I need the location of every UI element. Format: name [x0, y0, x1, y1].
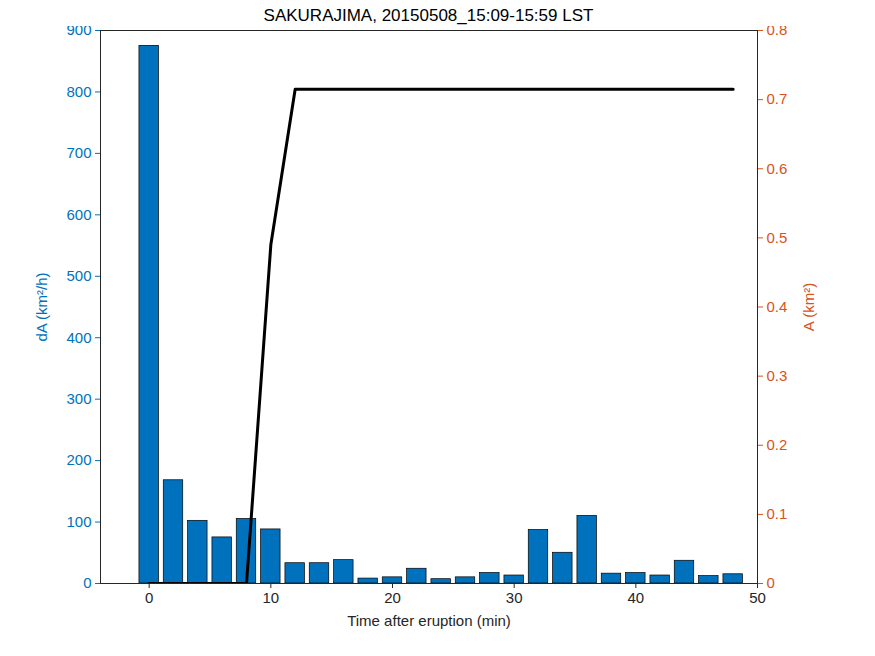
svg-text:0: 0 [145, 589, 153, 606]
svg-text:20: 20 [384, 589, 401, 606]
svg-text:700: 700 [66, 144, 91, 161]
svg-text:0.2: 0.2 [767, 436, 788, 453]
svg-text:Time after eruption (min): Time after eruption (min) [347, 612, 511, 629]
svg-text:0.5: 0.5 [767, 229, 788, 246]
svg-text:300: 300 [66, 390, 91, 407]
svg-text:0: 0 [83, 574, 91, 591]
svg-text:0.1: 0.1 [767, 505, 788, 522]
svg-text:500: 500 [66, 267, 91, 284]
svg-text:50: 50 [749, 589, 766, 606]
svg-text:400: 400 [66, 329, 91, 346]
svg-text:dA (km²/h): dA (km²/h) [33, 272, 50, 341]
svg-text:0: 0 [767, 574, 775, 591]
svg-text:900: 900 [66, 26, 91, 38]
svg-text:0.6: 0.6 [767, 160, 788, 177]
svg-text:30: 30 [506, 589, 523, 606]
svg-text:40: 40 [627, 589, 644, 606]
svg-text:0.3: 0.3 [767, 367, 788, 384]
svg-text:800: 800 [66, 83, 91, 100]
svg-text:0.8: 0.8 [767, 26, 788, 38]
svg-text:10: 10 [262, 589, 279, 606]
svg-text:600: 600 [66, 206, 91, 223]
svg-text:200: 200 [66, 451, 91, 468]
svg-text:0.7: 0.7 [767, 90, 788, 107]
svg-text:A (km²): A (km²) [800, 283, 817, 331]
html-text:SAKURAJIMA, 20150508_15:09-15:: SAKURAJIMA, 20150508_15:09-15:59 LST [263, 6, 594, 25]
svg-text:100: 100 [66, 513, 91, 530]
svg-text:0.4: 0.4 [767, 298, 788, 315]
